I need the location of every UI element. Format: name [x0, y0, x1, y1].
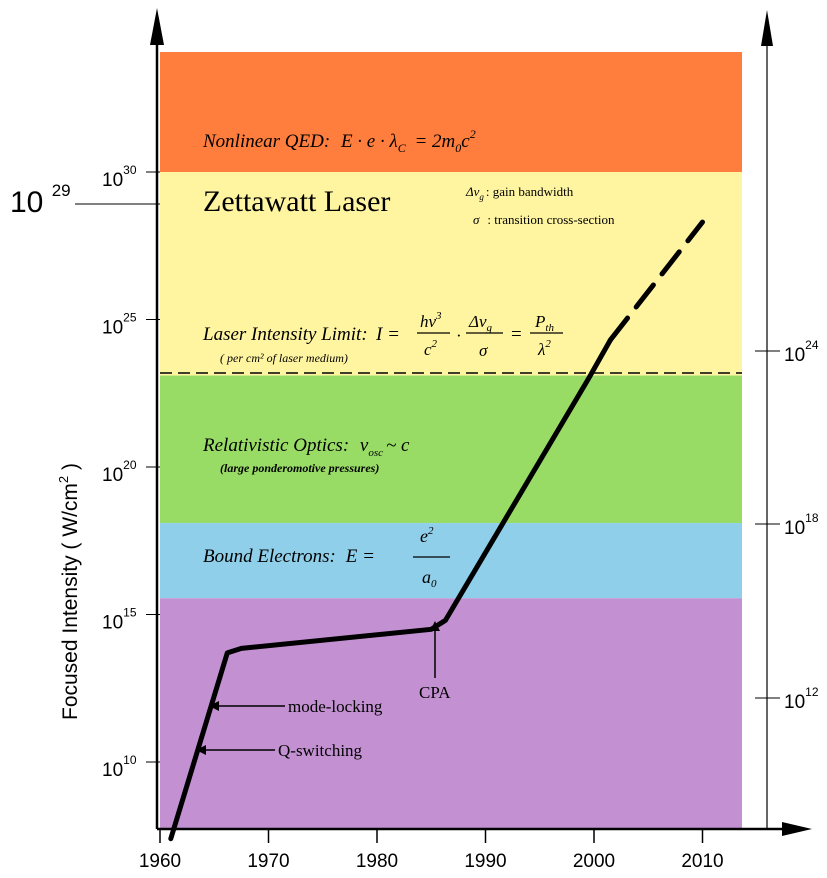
region-3: [160, 523, 742, 599]
region-1: [160, 172, 742, 376]
relativistic-note: (large ponderomotive pressures): [220, 461, 379, 475]
relativistic-label: Relativistic Optics: νosc ~ c: [202, 435, 410, 459]
region-0: [160, 52, 742, 172]
y-tick-label-25: 1025: [102, 311, 137, 339]
y-tick-label-15: 1015: [102, 606, 137, 634]
x-axis-arrow: [782, 822, 812, 836]
limit-formula: Laser Intensity Limit: I = hν3 c2 · Δνg …: [202, 310, 563, 360]
x-tick-label-1960: 1960: [139, 851, 181, 872]
x-ticks: 1960 1970 1980 1990 2000 2010: [139, 829, 724, 872]
mode-locking-label: mode-locking: [288, 697, 383, 716]
q-switching-label: Q-switching: [278, 741, 363, 760]
y-axis-label: Focused Intensity ( W/cm2 ): [56, 463, 82, 720]
x-tick-label-2010: 2010: [681, 851, 723, 872]
x-tick-label-1980: 1980: [356, 851, 398, 872]
svg-text:I =: I =: [375, 324, 400, 345]
region-2: [160, 375, 742, 524]
bound-fraction: e2 a0: [413, 525, 450, 590]
svg-text:hν3: hν3: [420, 310, 442, 331]
x-tick-label-1990: 1990: [464, 851, 506, 872]
y-tick-right-12: 1012: [784, 685, 819, 713]
y-ticks-left: 1010 1015 1020 1025 1030: [102, 163, 160, 781]
bound-label: Bound Electrons: E =: [203, 546, 375, 567]
y-tick-big-label: 10 29: [10, 181, 71, 219]
svg-text:=: =: [511, 324, 522, 345]
svg-text:Δνg: Δνg: [468, 312, 493, 334]
x-tick-label-1970: 1970: [247, 851, 289, 872]
cpa-label: CPA: [419, 683, 451, 702]
y-tick-big: 10 29: [10, 181, 160, 219]
y-tick-right-24: 1024: [784, 338, 819, 366]
left-axis-arrow: [150, 8, 164, 45]
svg-text:e2: e2: [420, 525, 434, 546]
svg-text:c2: c2: [424, 338, 438, 359]
zettawatt-label: Zettawatt Laser: [203, 185, 390, 218]
legend-gain-bandwidth: Δνg: gain bandwidth: [465, 184, 574, 202]
legend-cross-section: σ: transition cross-section: [473, 212, 615, 227]
x-tick-label-2000: 2000: [573, 851, 615, 872]
svg-text:σ: σ: [479, 341, 488, 360]
intensity-regions: [160, 52, 742, 829]
y-tick-label-30: 1030: [102, 163, 137, 191]
qed-label: Nonlinear QED: E · e · λC = 2m0c2: [202, 127, 476, 157]
svg-text:·: ·: [456, 326, 462, 345]
series-line-dashed: [607, 219, 705, 343]
svg-text:a0: a0: [422, 567, 437, 590]
y-ticks-right: 1024 1018 1012: [755, 338, 819, 713]
svg-text:λ2: λ2: [537, 338, 551, 359]
y-tick-label-10: 1010: [102, 753, 137, 781]
y-tick-label-20: 1020: [102, 458, 137, 486]
svg-text:Pth: Pth: [534, 312, 554, 334]
limit-note: ( per cm² of laser medium): [220, 351, 348, 365]
region-4: [160, 598, 742, 829]
svg-text:Laser Intensity Limit:: Laser Intensity Limit:: [202, 324, 368, 345]
right-axis-arrow: [761, 10, 773, 46]
y-tick-right-18: 1018: [784, 511, 819, 539]
